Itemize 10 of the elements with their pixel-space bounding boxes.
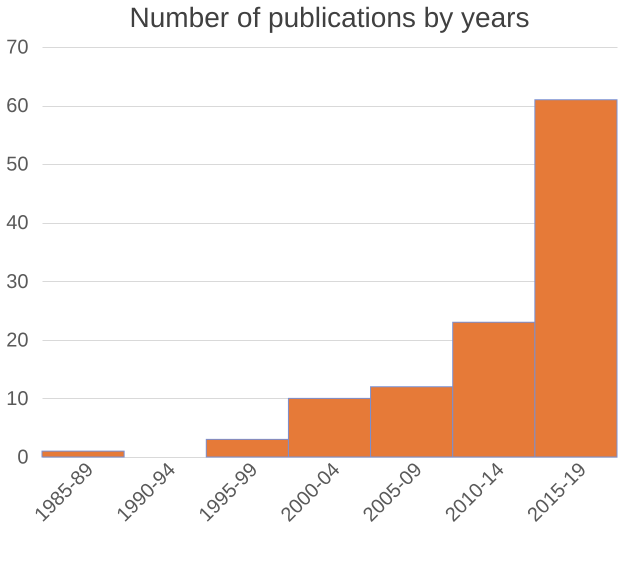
bar [42,450,125,458]
y-tick-label: 60 [6,95,28,118]
y-tick-label: 10 [6,388,28,410]
chart-title: Number of publications by years [130,2,530,33]
y-tick-label: 0 [17,446,28,468]
y-tick-label: 20 [6,329,28,352]
y-tick-label: 70 [6,36,28,58]
y-tick-label: 40 [6,212,28,234]
y-tick-label: 30 [6,270,28,293]
y-tick-label: 50 [6,154,28,176]
